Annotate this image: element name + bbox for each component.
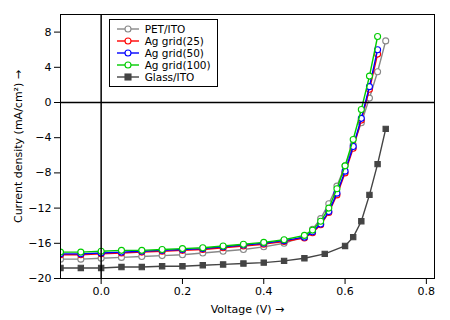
svg-text:Voltage (V) →: Voltage (V) → bbox=[211, 303, 285, 316]
html-text:Ag grid(50): Ag grid(50) bbox=[144, 47, 204, 59]
svg-text:−12: −12 bbox=[28, 202, 51, 215]
svg-text:8: 8 bbox=[45, 26, 52, 39]
svg-text:−4: −4 bbox=[35, 131, 51, 144]
svg-text:Current density (mA/cm²) →: Current density (mA/cm²) → bbox=[12, 70, 25, 223]
svg-text:−16: −16 bbox=[28, 237, 51, 250]
svg-text:−20: −20 bbox=[28, 272, 51, 285]
svg-text:0: 0 bbox=[45, 96, 52, 109]
svg-text:4: 4 bbox=[45, 61, 52, 74]
html-text:Ag grid(25): Ag grid(25) bbox=[144, 35, 204, 47]
html-text:PET/ITO: PET/ITO bbox=[144, 23, 186, 35]
svg-text:0.4: 0.4 bbox=[255, 285, 273, 298]
html-text:Glass/ITO: Glass/ITO bbox=[144, 71, 195, 83]
svg-text:0.8: 0.8 bbox=[418, 285, 436, 298]
html-text:Ag grid(100): Ag grid(100) bbox=[144, 59, 211, 71]
svg-text:0.0: 0.0 bbox=[92, 285, 110, 298]
svg-text:−8: −8 bbox=[35, 166, 51, 179]
svg-text:0.6: 0.6 bbox=[336, 285, 354, 298]
svg-text:0.2: 0.2 bbox=[174, 285, 192, 298]
